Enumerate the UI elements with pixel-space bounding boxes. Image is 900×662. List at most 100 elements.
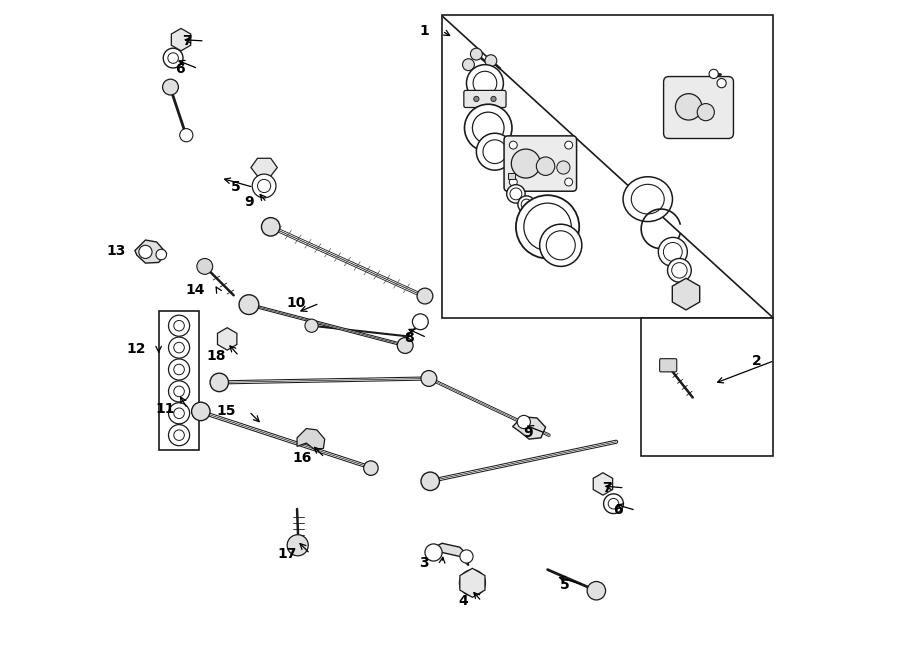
Circle shape (262, 218, 280, 236)
Circle shape (197, 258, 212, 274)
Text: 12: 12 (126, 342, 146, 356)
Polygon shape (297, 428, 325, 449)
Circle shape (491, 96, 496, 101)
Text: 14: 14 (185, 283, 205, 297)
Circle shape (168, 53, 178, 64)
Text: 13: 13 (106, 244, 126, 258)
Text: 15: 15 (216, 404, 236, 418)
Circle shape (540, 224, 581, 266)
Circle shape (464, 104, 512, 152)
Circle shape (168, 359, 190, 380)
Text: 5: 5 (230, 180, 240, 194)
Circle shape (168, 424, 190, 446)
Circle shape (472, 112, 504, 144)
Text: 8: 8 (404, 330, 414, 345)
Polygon shape (460, 568, 485, 597)
Circle shape (421, 472, 439, 491)
Circle shape (516, 195, 580, 258)
Ellipse shape (623, 177, 672, 222)
Circle shape (473, 71, 497, 95)
Text: 6: 6 (176, 62, 185, 75)
Circle shape (483, 140, 507, 164)
Circle shape (156, 250, 166, 260)
Circle shape (518, 415, 530, 428)
Circle shape (466, 65, 503, 101)
Circle shape (557, 161, 570, 174)
Circle shape (564, 178, 572, 186)
Text: 16: 16 (292, 451, 311, 465)
Bar (641, 318, 773, 456)
FancyBboxPatch shape (464, 91, 506, 107)
Circle shape (239, 295, 259, 314)
Text: 7: 7 (182, 34, 192, 48)
Text: 7: 7 (602, 481, 611, 495)
Circle shape (168, 381, 190, 402)
Circle shape (463, 59, 474, 71)
Circle shape (521, 199, 532, 210)
Circle shape (466, 576, 479, 589)
Circle shape (221, 333, 233, 345)
Polygon shape (672, 278, 699, 310)
Circle shape (536, 157, 554, 175)
Circle shape (252, 174, 276, 198)
Circle shape (412, 314, 428, 330)
Circle shape (168, 402, 190, 424)
Circle shape (473, 96, 479, 101)
Circle shape (510, 188, 522, 200)
Circle shape (139, 246, 152, 258)
Circle shape (677, 285, 695, 303)
Circle shape (507, 185, 526, 203)
Circle shape (604, 494, 624, 514)
Bar (158, 311, 200, 449)
Polygon shape (251, 158, 277, 176)
Circle shape (364, 461, 378, 475)
Circle shape (511, 149, 540, 178)
Text: 6: 6 (613, 503, 623, 517)
Circle shape (210, 373, 229, 392)
Circle shape (287, 535, 309, 556)
Circle shape (485, 55, 497, 67)
Circle shape (163, 79, 178, 95)
Circle shape (509, 141, 518, 149)
Polygon shape (593, 473, 613, 495)
Circle shape (425, 544, 442, 561)
Text: 1: 1 (419, 24, 429, 38)
Circle shape (305, 319, 319, 332)
FancyBboxPatch shape (660, 359, 677, 372)
Polygon shape (218, 328, 237, 350)
Text: 18: 18 (206, 349, 226, 363)
FancyBboxPatch shape (504, 136, 577, 191)
Circle shape (676, 94, 702, 120)
Circle shape (421, 371, 436, 387)
Circle shape (174, 408, 184, 418)
Circle shape (257, 179, 271, 193)
Bar (442, 15, 773, 318)
Circle shape (174, 364, 184, 375)
Circle shape (168, 315, 190, 336)
Circle shape (174, 342, 184, 353)
Circle shape (460, 550, 473, 563)
Circle shape (174, 320, 184, 331)
Text: 9: 9 (244, 195, 254, 209)
Circle shape (174, 386, 184, 397)
FancyBboxPatch shape (663, 77, 733, 138)
Circle shape (471, 48, 482, 60)
Text: 10: 10 (287, 297, 306, 310)
Circle shape (597, 478, 609, 490)
Polygon shape (135, 240, 166, 263)
Text: 11: 11 (155, 402, 175, 416)
Circle shape (459, 569, 486, 596)
Circle shape (163, 48, 183, 68)
Circle shape (668, 258, 691, 282)
Circle shape (192, 402, 210, 420)
Circle shape (518, 196, 535, 213)
Circle shape (698, 103, 715, 120)
Circle shape (397, 338, 413, 354)
Polygon shape (171, 28, 191, 51)
Circle shape (509, 178, 518, 186)
Polygon shape (431, 544, 469, 566)
Circle shape (546, 231, 575, 260)
Circle shape (709, 70, 718, 79)
Circle shape (587, 581, 606, 600)
Circle shape (476, 66, 488, 77)
